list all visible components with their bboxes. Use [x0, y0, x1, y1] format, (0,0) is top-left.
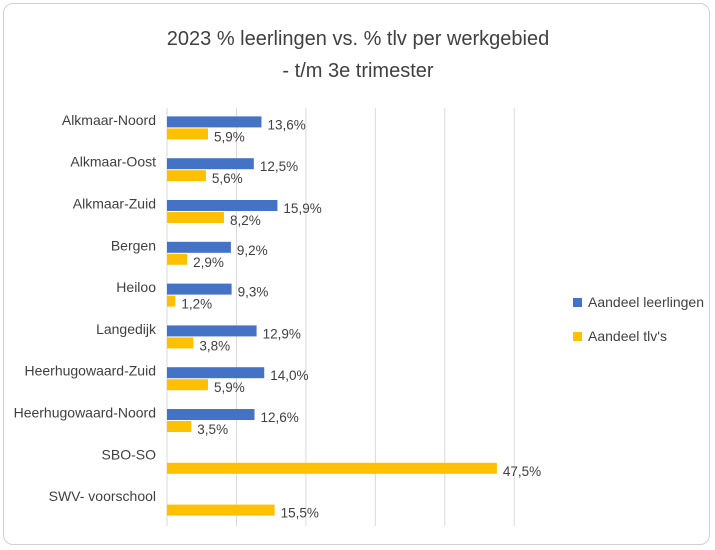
- data-label: 15,9%: [283, 201, 321, 216]
- bar-leerlingen: [167, 200, 278, 211]
- chart-svg: 2023 % leerlingen vs. % tlv per werkgebi…: [14, 28, 704, 526]
- gridlines: [166, 108, 515, 526]
- bar-tlv: [167, 128, 208, 140]
- bar-leerlingen: [167, 409, 255, 420]
- bar-leerlingen: [167, 158, 254, 170]
- chart-title-line-1: 2023 % leerlingen vs. % tlv per werkgebi…: [167, 28, 549, 50]
- data-label: 3,8%: [199, 338, 230, 353]
- category-label: Heiloo: [116, 279, 156, 295]
- data-label: 12,9%: [263, 326, 301, 341]
- data-label: 3,5%: [197, 422, 228, 437]
- category-label: SBO-SO: [102, 446, 157, 462]
- legend-label-leerlingen: Aandeel leerlingen: [588, 294, 704, 310]
- data-label: 5,6%: [212, 171, 243, 186]
- bar-leerlingen: [167, 283, 232, 295]
- category-labels: Alkmaar-Noord Alkmaar-Oost Alkmaar-Zuid Ber…: [14, 112, 157, 504]
- bar-tlv: [167, 212, 224, 223]
- category-label: Bergen: [111, 237, 156, 253]
- bar-tlv: [167, 253, 188, 265]
- chart-title: 2023 % leerlingen vs. % tlv per werkgebi…: [167, 28, 549, 82]
- bar-tlv: [167, 170, 206, 182]
- data-label: 9,2%: [237, 243, 268, 258]
- bar-leerlingen: [167, 367, 265, 379]
- category-label: SWV- voorschool: [49, 488, 156, 504]
- legend: Aandeel leerlingen Aandeel tlv's: [573, 294, 704, 344]
- bar-tlv: [167, 337, 194, 349]
- data-label: 8,2%: [230, 213, 261, 228]
- bar-tlv: [167, 504, 275, 516]
- bar-tlv: [167, 379, 208, 391]
- category-label: Heerhugowaard-Noord: [14, 405, 156, 421]
- bar-leerlingen: [167, 325, 257, 337]
- data-label: 1,2%: [181, 297, 212, 312]
- data-label: 5,9%: [214, 129, 245, 144]
- bar-leerlingen: [167, 241, 231, 253]
- data-label: 14,0%: [270, 368, 308, 383]
- data-label: 12,6%: [261, 410, 299, 425]
- legend-label-tlv: Aandeel tlv's: [588, 328, 667, 344]
- data-label: 9,3%: [238, 285, 269, 300]
- category-label: Alkmaar-Noord: [62, 112, 156, 128]
- bar-tlv: [167, 421, 192, 432]
- data-label: 12,5%: [260, 159, 298, 174]
- legend-swatch-leerlingen: [573, 298, 582, 307]
- bar-tlv: [167, 295, 176, 307]
- data-label: 47,5%: [503, 464, 541, 479]
- category-label: Heerhugowaard-Zuid: [24, 363, 156, 379]
- data-label: 15,5%: [281, 506, 319, 521]
- category-label: Alkmaar-Oost: [70, 154, 156, 170]
- bar-leerlingen: [167, 116, 262, 128]
- bars: [167, 116, 497, 516]
- data-label: 5,9%: [214, 380, 245, 395]
- chart-title-line-2: - t/m 3e trimester: [282, 60, 433, 82]
- chart-frame: 2023 % leerlingen vs. % tlv per werkgebi…: [3, 3, 710, 545]
- data-labels: 13,6% 5,9% 12,5% 5,6% 15,9% 8,2% 9,2% 2,9% 9,3% 1…: [181, 117, 541, 520]
- category-label: Alkmaar-Zuid: [73, 196, 156, 212]
- data-label: 2,9%: [193, 255, 224, 270]
- data-label: 13,6%: [267, 117, 305, 132]
- bar-tlv: [167, 462, 497, 474]
- category-label: Langedijk: [96, 321, 157, 337]
- legend-swatch-tlv: [573, 332, 582, 341]
